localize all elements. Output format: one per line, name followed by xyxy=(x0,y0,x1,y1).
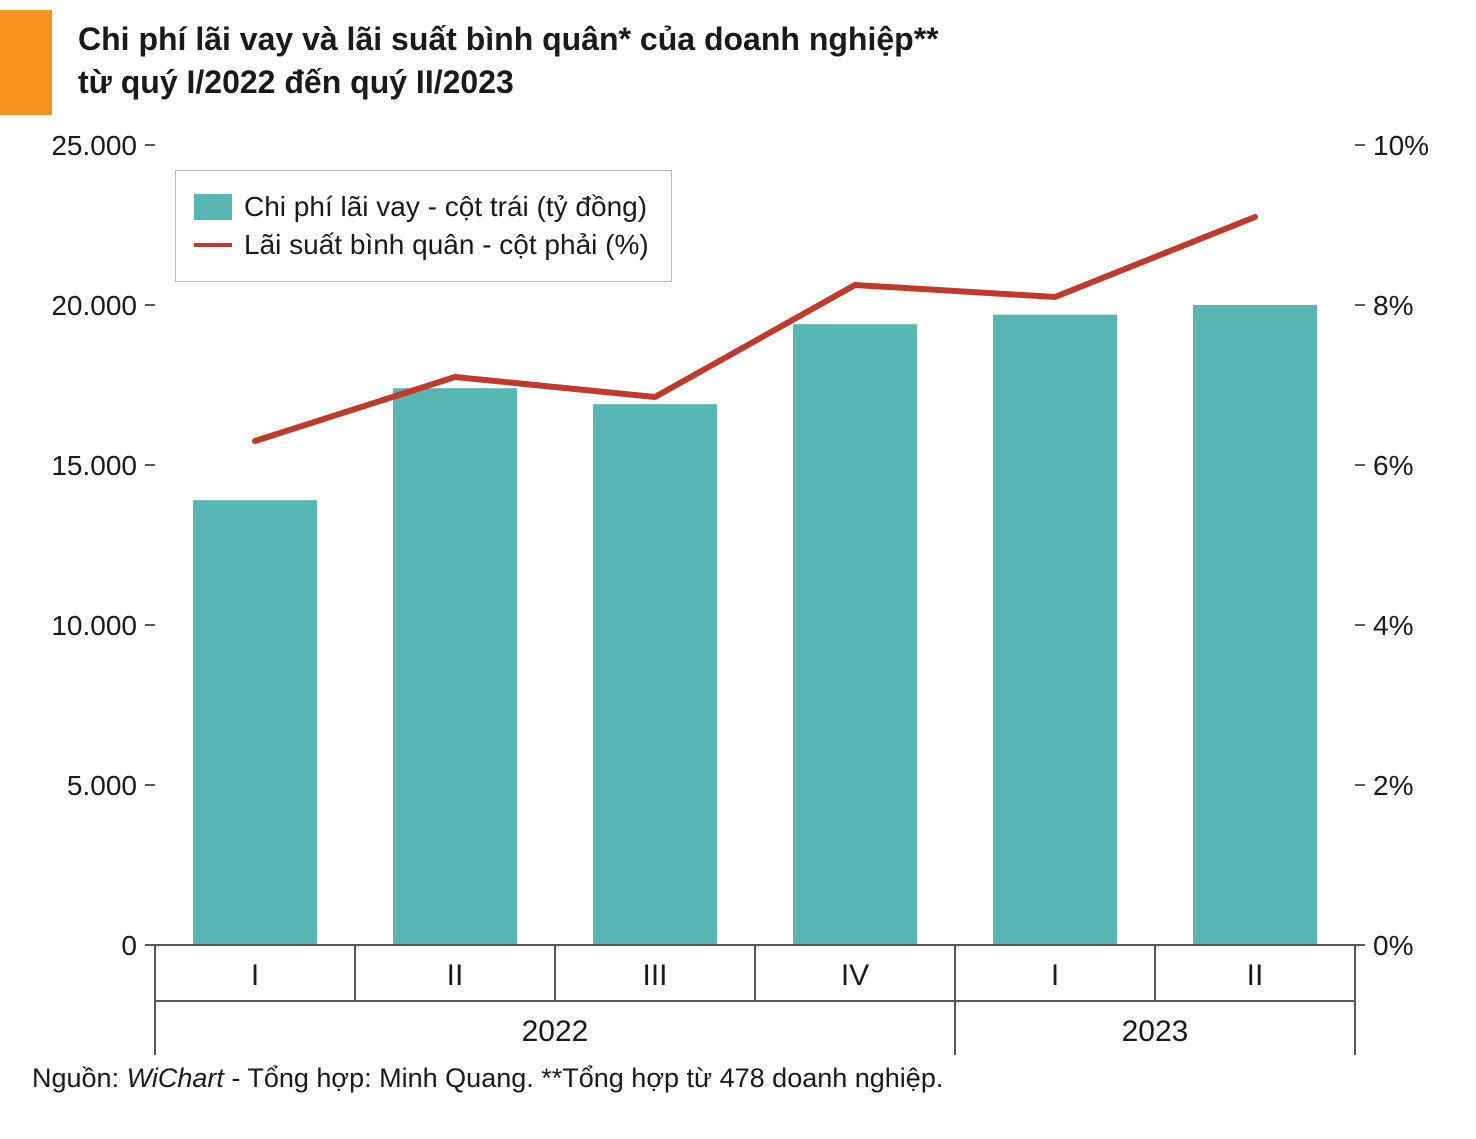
svg-text:IV: IV xyxy=(841,959,869,992)
title-accent-block xyxy=(0,10,52,115)
legend-swatch-bar xyxy=(194,194,232,220)
source-prefix: Nguồn: xyxy=(32,1063,127,1093)
legend-item-line: Lãi suất bình quân - cột phải (%) xyxy=(194,229,649,261)
svg-text:I: I xyxy=(251,959,259,992)
svg-text:2023: 2023 xyxy=(1122,1015,1189,1048)
svg-text:10.000: 10.000 xyxy=(51,610,137,641)
svg-text:10%: 10% xyxy=(1373,135,1429,161)
legend-label-line: Lãi suất bình quân - cột phải (%) xyxy=(244,229,649,261)
svg-text:2%: 2% xyxy=(1373,770,1413,801)
svg-text:0%: 0% xyxy=(1373,930,1413,961)
svg-text:5.000: 5.000 xyxy=(67,770,137,801)
svg-text:II: II xyxy=(447,959,464,992)
legend-label-bars: Chi phí lãi vay - cột trái (tỷ đồng) xyxy=(244,191,647,223)
svg-text:2022: 2022 xyxy=(522,1015,589,1048)
legend-swatch-line xyxy=(194,243,232,247)
chart-area: 0 5.000 10.000 15.000 20.000 25.000 0% 2% 4% 6% 8%… xyxy=(0,135,1476,1055)
source-middle: - Tổng hợp: Minh Quang. xyxy=(224,1063,541,1093)
title-line-1: Chi phí lãi vay và lãi suất bình quân* c… xyxy=(78,21,939,57)
svg-text:6%: 6% xyxy=(1373,450,1413,481)
chart-container: Chi phí lãi vay và lãi suất bình quân* c… xyxy=(0,0,1476,1094)
title-row: Chi phí lãi vay và lãi suất bình quân* c… xyxy=(0,0,1476,135)
legend: Chi phí lãi vay - cột trái (tỷ đồng) Lãi… xyxy=(175,170,672,282)
svg-text:15.000: 15.000 xyxy=(51,450,137,481)
svg-text:8%: 8% xyxy=(1373,290,1413,321)
source-citation: Nguồn: WiChart - Tổng hợp: Minh Quang. *… xyxy=(0,1055,1476,1094)
legend-item-bars: Chi phí lãi vay - cột trái (tỷ đồng) xyxy=(194,191,649,223)
svg-text:25.000: 25.000 xyxy=(51,135,137,161)
svg-text:I: I xyxy=(1051,959,1059,992)
svg-text:III: III xyxy=(642,959,667,992)
svg-text:II: II xyxy=(1247,959,1264,992)
svg-text:20.000: 20.000 xyxy=(51,290,137,321)
source-italic: WiChart xyxy=(127,1063,224,1093)
chart-title: Chi phí lãi vay và lãi suất bình quân* c… xyxy=(52,10,939,104)
title-line-2: từ quý I/2022 đến quý II/2023 xyxy=(78,64,514,100)
source-suffix: **Tổng hợp từ 478 doanh nghiệp. xyxy=(541,1063,943,1093)
svg-text:4%: 4% xyxy=(1373,610,1413,641)
svg-text:0: 0 xyxy=(121,930,137,961)
